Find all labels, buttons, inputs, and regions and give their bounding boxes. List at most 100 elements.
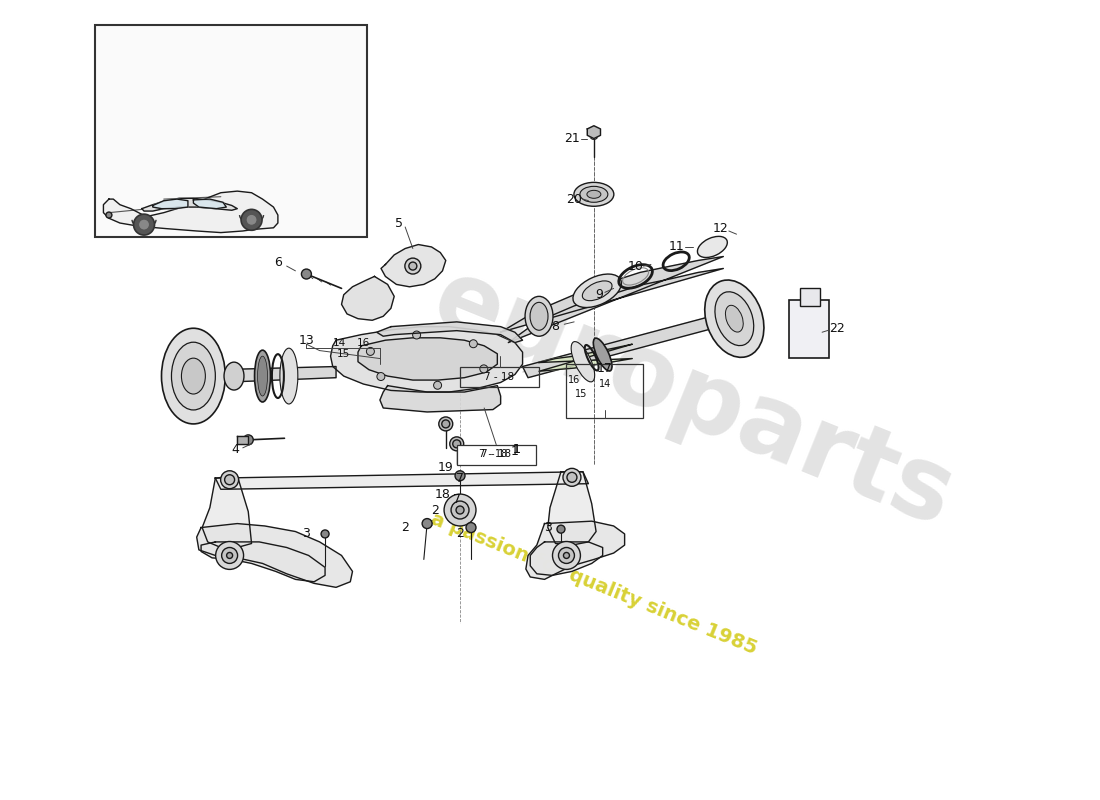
Polygon shape: [216, 472, 588, 490]
Text: 8: 8: [551, 320, 560, 333]
Text: 7: 7: [456, 472, 464, 485]
Circle shape: [246, 214, 257, 226]
Text: 7: 7: [453, 493, 461, 506]
Circle shape: [466, 522, 476, 533]
Ellipse shape: [582, 281, 612, 301]
Circle shape: [470, 340, 477, 348]
Polygon shape: [142, 198, 238, 211]
Ellipse shape: [254, 350, 271, 402]
Ellipse shape: [697, 236, 727, 258]
Ellipse shape: [593, 338, 612, 371]
Ellipse shape: [725, 306, 744, 332]
Ellipse shape: [182, 358, 206, 394]
Polygon shape: [202, 476, 252, 547]
Ellipse shape: [530, 302, 548, 330]
Text: 16: 16: [356, 338, 370, 347]
Ellipse shape: [279, 348, 298, 404]
Bar: [566, 364, 644, 418]
Text: 12: 12: [712, 222, 728, 235]
Circle shape: [552, 542, 581, 570]
Circle shape: [241, 210, 262, 230]
Circle shape: [557, 525, 565, 533]
Polygon shape: [103, 191, 278, 233]
Polygon shape: [548, 472, 596, 545]
Circle shape: [405, 258, 421, 274]
Text: 4: 4: [231, 443, 239, 456]
Ellipse shape: [705, 280, 763, 358]
Text: 7 - 18: 7 - 18: [481, 450, 512, 459]
Text: 1: 1: [512, 446, 519, 458]
Text: 3: 3: [543, 521, 552, 534]
Text: 7 - 18: 7 - 18: [484, 372, 515, 382]
Text: 15: 15: [574, 389, 587, 398]
Circle shape: [563, 468, 581, 486]
Polygon shape: [238, 436, 249, 444]
Circle shape: [412, 331, 420, 339]
Circle shape: [221, 470, 239, 489]
Circle shape: [139, 219, 150, 230]
Bar: [460, 446, 526, 462]
Ellipse shape: [587, 190, 601, 198]
Ellipse shape: [715, 292, 754, 346]
Text: 20: 20: [566, 193, 582, 206]
Polygon shape: [194, 199, 227, 209]
Polygon shape: [153, 199, 188, 209]
Text: 3: 3: [302, 527, 310, 541]
Polygon shape: [587, 126, 601, 138]
Text: 14: 14: [598, 379, 611, 389]
Bar: [456, 445, 536, 465]
Circle shape: [455, 470, 465, 481]
Polygon shape: [522, 314, 726, 378]
Circle shape: [433, 382, 441, 390]
Polygon shape: [201, 542, 326, 582]
Text: 9: 9: [595, 288, 603, 302]
Bar: [95, 26, 366, 237]
Ellipse shape: [525, 296, 553, 336]
Circle shape: [301, 269, 311, 279]
Text: 2: 2: [402, 521, 409, 534]
Circle shape: [590, 131, 598, 139]
Circle shape: [243, 435, 253, 445]
Polygon shape: [358, 338, 497, 380]
Polygon shape: [376, 322, 522, 342]
Text: 16: 16: [568, 375, 581, 385]
Bar: [800, 288, 821, 306]
Text: a passion for quality since 1985: a passion for quality since 1985: [428, 509, 760, 658]
Circle shape: [224, 474, 234, 485]
Circle shape: [221, 547, 238, 563]
Polygon shape: [526, 521, 625, 579]
Polygon shape: [379, 386, 500, 412]
Bar: [460, 366, 539, 387]
Circle shape: [439, 417, 453, 431]
Text: 1: 1: [513, 443, 521, 456]
Circle shape: [453, 440, 461, 448]
Polygon shape: [381, 245, 446, 286]
Text: 15: 15: [337, 349, 350, 358]
Circle shape: [451, 501, 469, 519]
Bar: [789, 300, 829, 358]
Circle shape: [216, 542, 243, 570]
Ellipse shape: [580, 186, 608, 202]
Circle shape: [366, 347, 374, 355]
Text: 21: 21: [564, 132, 580, 145]
Text: europarts: europarts: [418, 251, 967, 549]
Text: 19: 19: [438, 462, 453, 474]
Text: 7 - 18: 7 - 18: [478, 450, 507, 459]
Circle shape: [566, 472, 576, 482]
Ellipse shape: [162, 328, 226, 424]
Polygon shape: [197, 366, 336, 382]
Circle shape: [442, 420, 450, 428]
Circle shape: [444, 494, 476, 526]
Polygon shape: [500, 257, 724, 342]
Ellipse shape: [257, 356, 267, 396]
Circle shape: [480, 365, 487, 373]
Text: 2: 2: [431, 503, 439, 517]
Polygon shape: [341, 277, 394, 320]
Circle shape: [409, 262, 417, 270]
Text: 6: 6: [274, 256, 282, 270]
Circle shape: [456, 506, 464, 514]
Polygon shape: [539, 344, 632, 371]
Circle shape: [559, 547, 574, 563]
Circle shape: [422, 518, 432, 529]
Circle shape: [377, 373, 385, 381]
